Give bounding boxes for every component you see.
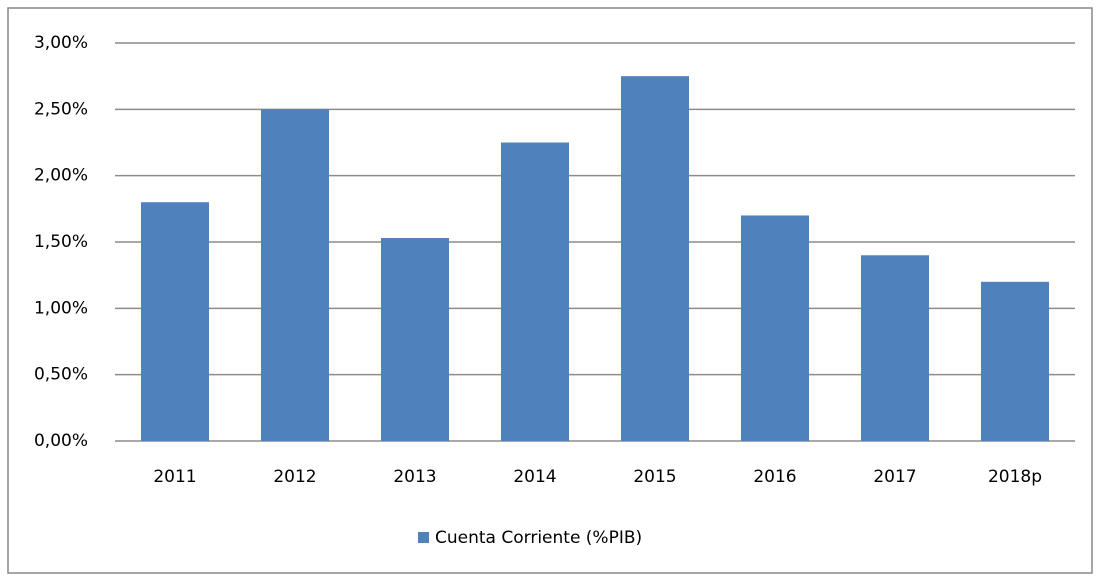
y-tick-label: 1,00% xyxy=(34,298,88,318)
bar xyxy=(261,109,329,441)
x-tick-label: 2016 xyxy=(753,467,796,487)
chart-frame xyxy=(7,7,1093,574)
x-tick-label: 2014 xyxy=(513,467,556,487)
legend-label: Cuenta Corriente (%PIB) xyxy=(435,528,642,548)
y-tick-label: 2,50% xyxy=(34,99,88,119)
y-tick-label: 2,00% xyxy=(34,166,88,186)
y-tick-label: 3,00% xyxy=(34,33,88,53)
x-tick-label: 2012 xyxy=(273,467,316,487)
legend-swatch xyxy=(418,532,429,543)
y-tick-label: 0,50% xyxy=(34,365,88,385)
bar xyxy=(381,238,449,441)
x-tick-label: 2018p xyxy=(988,467,1042,487)
bar xyxy=(621,76,689,442)
x-tick-label: 2017 xyxy=(873,467,916,487)
y-tick-label: 0,00% xyxy=(34,431,88,451)
bar xyxy=(141,202,209,441)
bar xyxy=(861,255,929,441)
y-tick-label: 1,50% xyxy=(34,232,88,252)
bar xyxy=(981,281,1049,441)
x-tick-label: 2015 xyxy=(633,467,676,487)
bar xyxy=(501,142,569,441)
bar xyxy=(741,215,809,441)
x-tick-label: 2013 xyxy=(393,467,436,487)
x-tick-label: 2011 xyxy=(153,467,196,487)
